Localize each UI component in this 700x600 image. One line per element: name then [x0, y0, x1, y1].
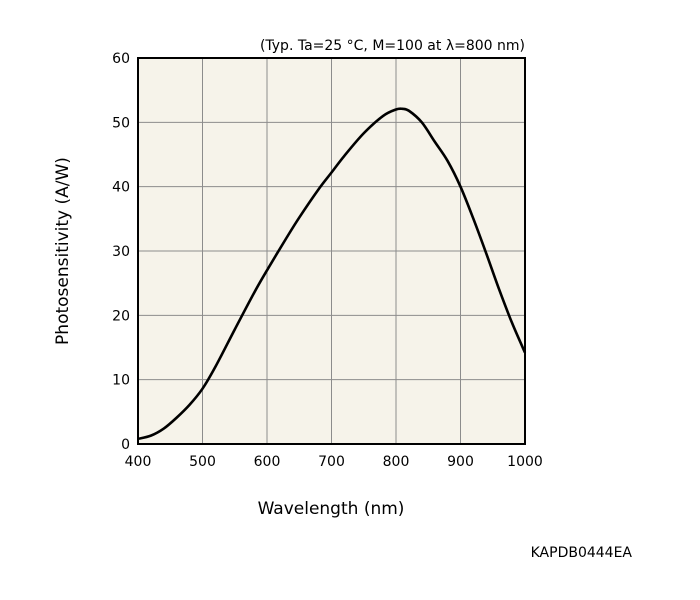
series-layer: [137, 107, 527, 441]
y-tick-label: 60: [112, 51, 130, 67]
x-tick-label: 400: [125, 454, 152, 470]
conditions-note: (Typ. Ta=25 °C, M=100 at λ=800 nm): [260, 38, 525, 54]
x-tick-label: 800: [383, 454, 410, 470]
y-tick-label: 20: [112, 308, 130, 324]
x-axis-label: Wavelength (nm): [258, 499, 405, 519]
y-tick-label: 50: [112, 115, 130, 131]
y-tick-label: 0: [121, 437, 130, 453]
y-tick-labels: 0 10 20 30 40 50 60: [112, 51, 130, 453]
y-tick-label: 10: [112, 373, 130, 389]
plot-frame: [137, 57, 526, 445]
figure-code: KAPDB0444EA: [531, 545, 633, 561]
x-tick-label: 900: [447, 454, 474, 470]
y-tick-label: 40: [112, 180, 130, 196]
y-tick-label: 30: [112, 244, 130, 260]
x-tick-label: 500: [189, 454, 216, 470]
series-line-photosensitivity: [137, 107, 527, 441]
x-tick-label: 700: [318, 454, 345, 470]
x-tick-label: 1000: [507, 454, 543, 470]
x-tick-label: 600: [254, 454, 281, 470]
x-tick-labels: 400 500 600 700 800 900 1000: [125, 454, 543, 470]
y-axis-label: Photosensitivity (A/W): [53, 157, 73, 345]
